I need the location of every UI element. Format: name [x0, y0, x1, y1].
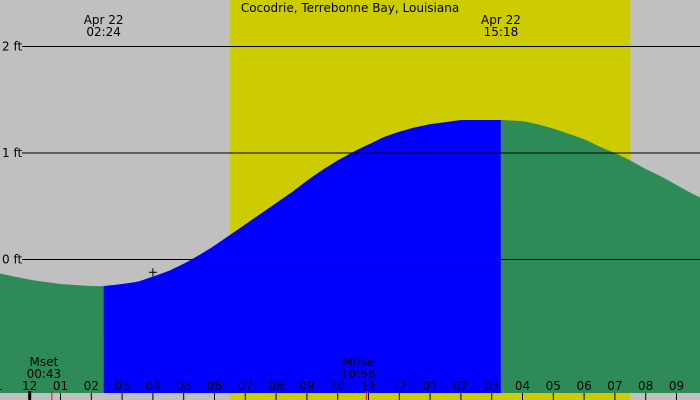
x-tick-label: 05	[176, 379, 191, 393]
x-tick-label: 09	[299, 379, 314, 393]
moon-event-label: Mset	[30, 355, 59, 369]
x-tick-label: 06	[576, 379, 591, 393]
midnight-marker	[28, 391, 32, 400]
x-tick-label: 12	[22, 379, 37, 393]
x-tick-label: 04	[145, 379, 160, 393]
y-tick-label: 0 ft	[2, 253, 22, 267]
x-tick-label: 05	[546, 379, 561, 393]
moon-event-time: 10:56	[341, 367, 376, 381]
x-tick-label: 09	[669, 379, 684, 393]
x-tick-label: 10	[330, 379, 345, 393]
falling-tide-area-after-high	[500, 120, 700, 393]
gridlines	[22, 46, 700, 260]
rising-tide-area	[103, 120, 501, 393]
x-tick-label: 01	[422, 379, 437, 393]
x-tick-label: 03	[484, 379, 499, 393]
x-tick-label: 11	[361, 379, 376, 393]
low-tide-date: Apr 22	[84, 13, 124, 27]
y-tick-label: 2 ft	[2, 40, 22, 54]
high-tide-time: 15:18	[484, 25, 519, 39]
x-tick-label: 12	[392, 379, 407, 393]
x-tick-label: 01	[53, 379, 68, 393]
x-tick-label: 07	[238, 379, 253, 393]
x-tick-label: 04	[515, 379, 530, 393]
x-axis: 1 12 01 02 03 04 05 06 07 08 09 10 11 12 01 02 03 04 05 06 0…	[0, 379, 684, 400]
x-tick-label: 06	[207, 379, 222, 393]
y-axis-tick-labels: 2 ft 1 ft 0 ft	[2, 40, 22, 267]
high-tide-date: Apr 22	[481, 13, 521, 27]
x-tick-label: 02	[84, 379, 99, 393]
moon-event-time: 00:43	[27, 367, 62, 381]
x-tick-label: 1	[0, 379, 3, 393]
moon-event-label: Mrise	[342, 355, 374, 369]
chart-title: Cocodrie, Terrebonne Bay, Louisiana	[241, 1, 459, 15]
x-tick-label: 08	[638, 379, 653, 393]
low-tide-time: 02:24	[86, 25, 121, 39]
x-tick-label: 08	[268, 379, 283, 393]
x-tick-label: 07	[607, 379, 622, 393]
x-tick-label: 03	[114, 379, 129, 393]
x-tick-label: 02	[453, 379, 468, 393]
current-marker	[148, 268, 157, 277]
y-tick-label: 1 ft	[2, 146, 22, 160]
falling-tide-area-before-low	[0, 273, 104, 393]
